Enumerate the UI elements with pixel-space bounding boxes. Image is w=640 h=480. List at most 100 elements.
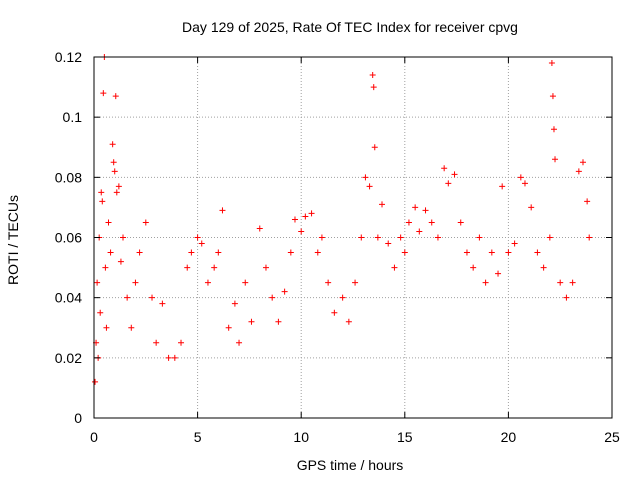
- y-tick-label: 0: [74, 410, 82, 426]
- data-point: [100, 90, 107, 97]
- data-point: [517, 174, 524, 181]
- data-point: [505, 249, 512, 256]
- data-point: [521, 180, 528, 187]
- x-axis-label: GPS time / hours: [297, 457, 404, 473]
- data-point: [149, 294, 156, 301]
- data-point: [291, 216, 298, 223]
- x-tick-label: 5: [194, 429, 202, 445]
- data-point: [124, 294, 131, 301]
- data-point: [97, 309, 104, 316]
- data-point: [552, 156, 559, 163]
- data-point: [557, 279, 564, 286]
- data-point: [211, 264, 218, 271]
- data-point: [482, 279, 489, 286]
- data-point: [586, 234, 593, 241]
- data-point: [463, 249, 470, 256]
- data-point: [112, 93, 119, 100]
- data-point: [225, 324, 232, 331]
- data-point: [457, 219, 464, 226]
- axis-ticks: 0 5 10 15 20 25 0 0.02 0.04 0.06 0.08 0.1 0.12: [55, 49, 620, 445]
- data-point: [132, 279, 139, 286]
- data-point: [194, 234, 201, 241]
- data-point: [428, 219, 435, 226]
- y-tick-label: 0.1: [63, 109, 83, 125]
- data-point: [242, 279, 249, 286]
- data-point: [569, 279, 576, 286]
- data-point: [405, 219, 412, 226]
- data-point: [548, 60, 555, 67]
- x-tick-label: 15: [397, 429, 413, 445]
- y-tick-label: 0.06: [55, 230, 82, 246]
- data-point: [370, 84, 377, 91]
- data-point: [385, 240, 392, 247]
- data-point: [345, 318, 352, 325]
- chart-title: Day 129 of 2025, Rate Of TEC Index for r…: [182, 19, 518, 35]
- data-point: [534, 249, 541, 256]
- data-point: [451, 171, 458, 178]
- x-tick-label: 20: [501, 429, 517, 445]
- data-point: [302, 213, 309, 220]
- data-point: [111, 168, 118, 175]
- data-point: [499, 183, 506, 190]
- data-point: [441, 165, 448, 172]
- data-point: [281, 288, 288, 295]
- data-point: [262, 264, 269, 271]
- data-points: [92, 54, 593, 385]
- data-point: [369, 72, 376, 79]
- data-point: [584, 198, 591, 205]
- data-point: [248, 318, 255, 325]
- y-tick-label: 0.08: [55, 169, 82, 185]
- data-point: [92, 378, 99, 385]
- data-point: [575, 168, 582, 175]
- data-point: [159, 300, 166, 307]
- data-point: [391, 264, 398, 271]
- data-point: [476, 234, 483, 241]
- y-tick-label: 0.12: [55, 49, 82, 65]
- data-point: [546, 234, 553, 241]
- data-point: [204, 279, 211, 286]
- data-point: [110, 159, 117, 166]
- data-point: [416, 228, 423, 235]
- data-point: [171, 354, 178, 361]
- data-point: [412, 204, 419, 211]
- data-point: [563, 294, 570, 301]
- data-point: [269, 294, 276, 301]
- data-point: [298, 228, 305, 235]
- data-point: [470, 264, 477, 271]
- data-point: [511, 240, 518, 247]
- data-point: [579, 159, 586, 166]
- data-point: [488, 249, 495, 256]
- data-point: [117, 258, 124, 265]
- data-point: [550, 126, 557, 133]
- data-point: [109, 141, 116, 148]
- data-point: [198, 240, 205, 247]
- data-point: [374, 234, 381, 241]
- data-point: [275, 318, 282, 325]
- data-point: [153, 339, 160, 346]
- data-point: [287, 249, 294, 256]
- data-point: [352, 279, 359, 286]
- x-tick-label: 25: [604, 429, 620, 445]
- data-point: [528, 204, 535, 211]
- data-point: [434, 234, 441, 241]
- data-point: [184, 264, 191, 271]
- data-point: [236, 339, 243, 346]
- data-point: [102, 264, 109, 271]
- data-point: [308, 210, 315, 217]
- data-point: [256, 225, 263, 232]
- data-point: [495, 270, 502, 277]
- data-point: [98, 189, 105, 196]
- data-point: [99, 198, 106, 205]
- y-axis-label: ROTI / TECUs: [5, 195, 21, 285]
- data-point: [549, 93, 556, 100]
- data-point: [115, 183, 122, 190]
- data-point: [401, 249, 408, 256]
- data-point: [397, 234, 404, 241]
- data-point: [379, 201, 386, 208]
- data-point: [105, 219, 112, 226]
- y-tick-label: 0.04: [55, 290, 82, 306]
- data-point: [94, 279, 101, 286]
- data-point: [445, 180, 452, 187]
- data-point: [231, 300, 238, 307]
